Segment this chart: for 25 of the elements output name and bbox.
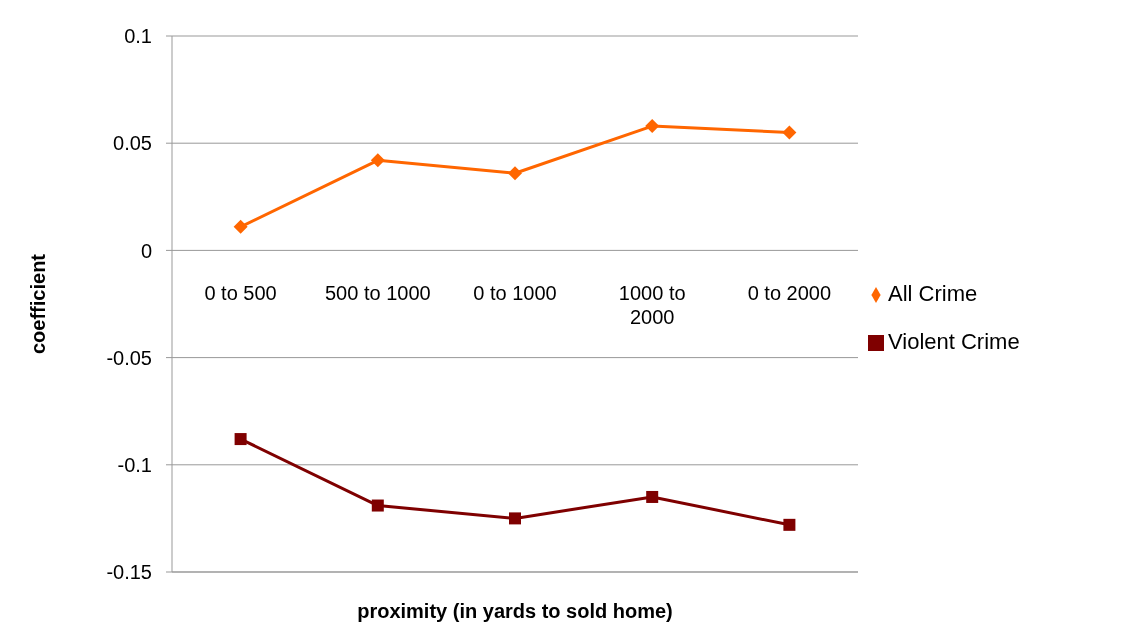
x-tick-label: 1000 to 2000	[618, 282, 686, 329]
point	[234, 433, 247, 446]
point	[370, 153, 385, 168]
y-tick-label: 0.1	[124, 25, 152, 48]
y-tick-label: -0.05	[106, 346, 152, 369]
point	[782, 125, 797, 140]
y-tick-label: -0.1	[117, 453, 152, 476]
y-tick-label: 0	[140, 239, 152, 262]
x-tick-label: 0 to 2000	[747, 282, 832, 305]
x-tick-label: 500 to 1000	[324, 282, 431, 305]
y-tick-label: 0.05	[113, 132, 152, 155]
point	[371, 499, 384, 512]
legend-label: Violent Crime	[888, 329, 1020, 354]
y-tick-label: -0.15	[106, 561, 152, 584]
point	[645, 119, 660, 134]
point	[509, 512, 521, 525]
point	[783, 518, 796, 531]
point	[233, 219, 248, 234]
point	[646, 490, 659, 503]
y-axis-title: coefficient	[27, 253, 50, 355]
x-tick-label: 0 to 1000	[473, 282, 557, 305]
legend-label: All Crime	[888, 281, 978, 306]
point	[508, 166, 522, 181]
x-axis-title: proximity (in yards to sold home)	[357, 600, 673, 622]
x-tick-label: 0 to 500	[204, 282, 277, 305]
